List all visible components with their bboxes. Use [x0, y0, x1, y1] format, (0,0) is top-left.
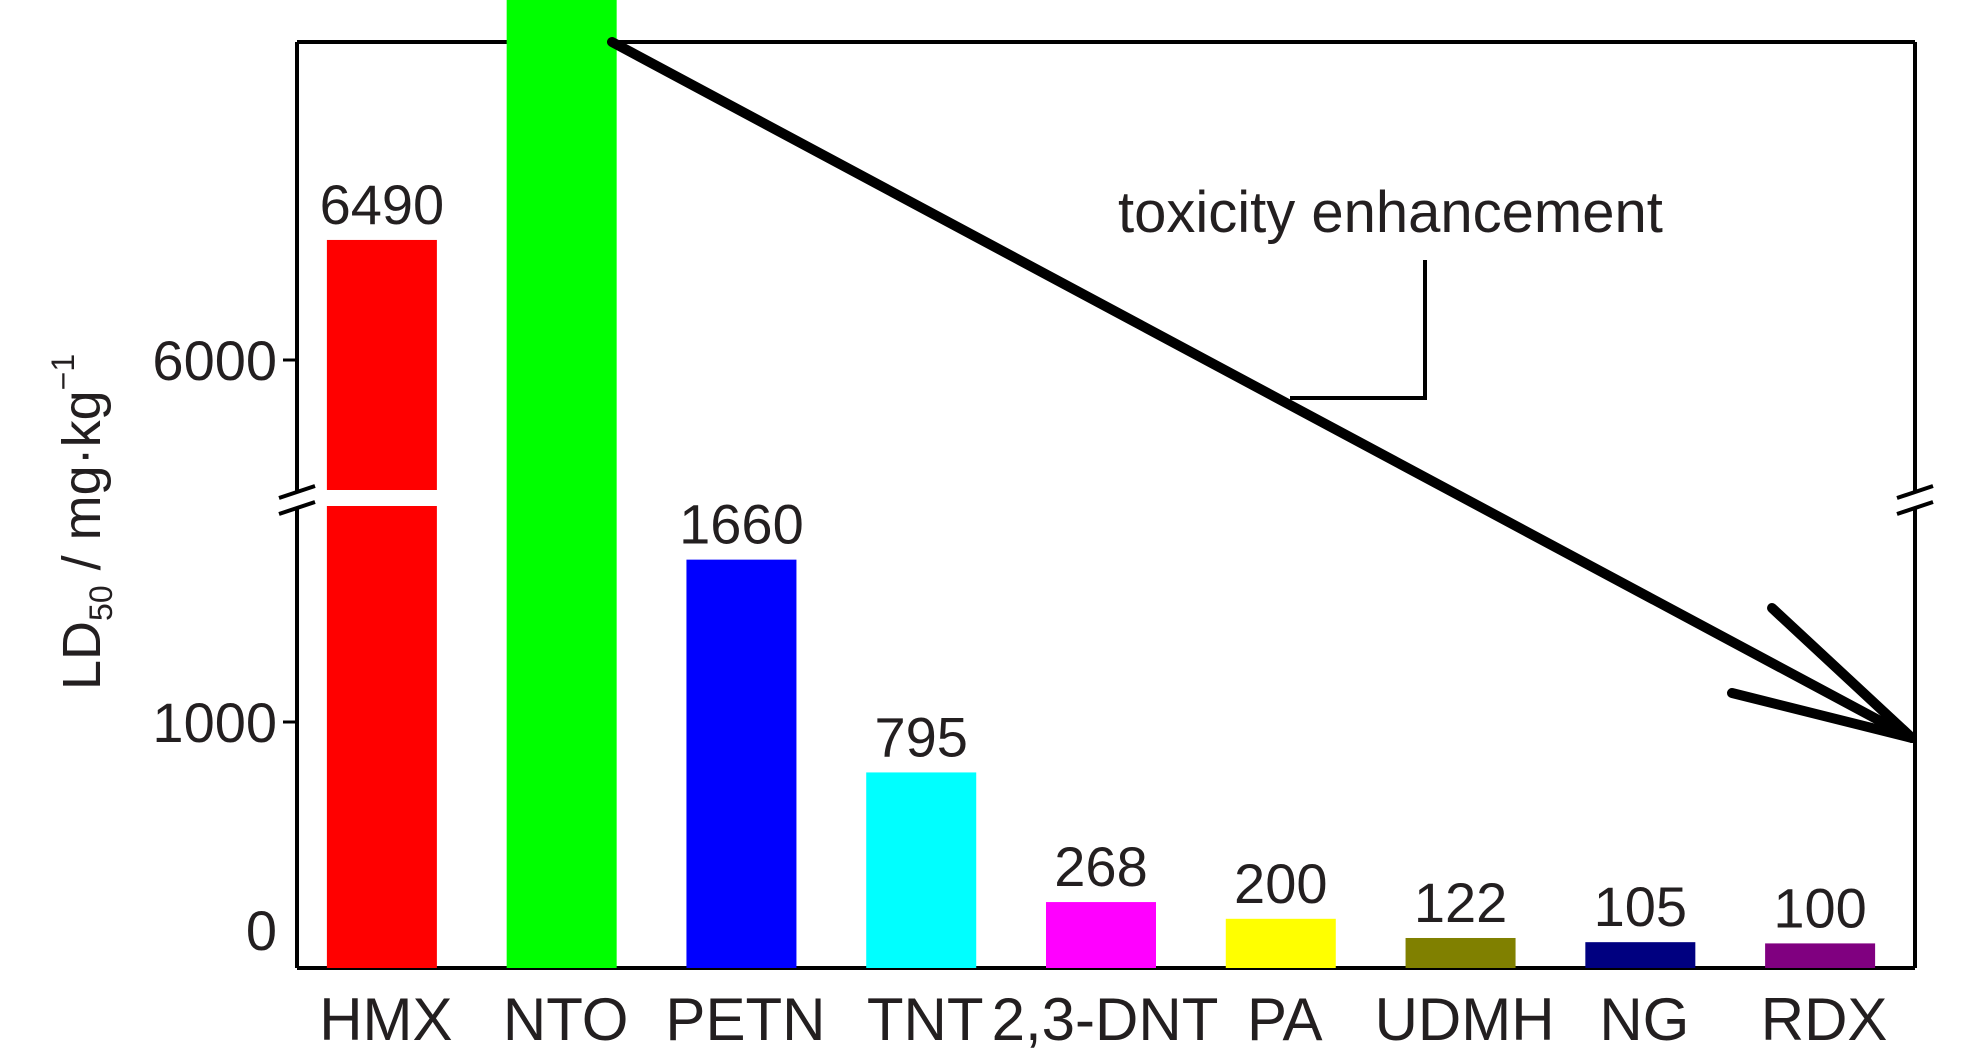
left-axis-break-mark [278, 484, 316, 500]
trend-arrow-line [607, 37, 1917, 743]
category-label: UDMH [1375, 986, 1555, 1053]
annotation-leader-line [1290, 260, 1427, 400]
category-label: 2,3-DNT [992, 986, 1219, 1053]
y-axis-title: LD50 / mg·kg−1 [45, 354, 119, 690]
left-axis-break-mark [278, 500, 316, 516]
bar [1405, 937, 1516, 968]
bar [1225, 918, 1336, 968]
bar [506, 0, 617, 968]
bar [1046, 902, 1156, 968]
category-label: PA [1247, 986, 1323, 1053]
right-axis-break-gap [1909, 492, 1921, 508]
value-label: 1660 [679, 493, 804, 556]
value-label: 100 [1773, 876, 1866, 939]
bar [1585, 942, 1696, 968]
value-label: 268 [1054, 835, 1147, 898]
category-label: TNT [867, 986, 984, 1053]
right-axis-break-mark [1896, 484, 1934, 500]
y-tick-label: 1000 [152, 691, 277, 754]
category-label: RDX [1761, 986, 1888, 1053]
value-label: 795 [875, 705, 968, 768]
bar [1765, 943, 1876, 968]
trend-arrow-head [1767, 603, 1917, 743]
trend-arrow-head [1727, 688, 1917, 743]
left-axis-break-gap [291, 492, 303, 508]
bar [866, 772, 977, 968]
right-axis-break-mark [1896, 500, 1934, 516]
bar [326, 239, 437, 968]
y-tick-label: 6000 [152, 329, 277, 392]
category-label: PETN [665, 986, 825, 1053]
bar-break-gap [324, 490, 439, 506]
category-label: NTO [503, 986, 629, 1053]
category-label: NG [1599, 986, 1689, 1053]
value-label: 200 [1234, 852, 1327, 915]
annotation-text: toxicity enhancement [1118, 180, 1663, 245]
value-label: 122 [1414, 871, 1507, 934]
value-label: 6490 [320, 173, 445, 236]
y-tick-label: 0 [246, 899, 277, 962]
category-label: HMX [319, 986, 452, 1053]
value-label: 105 [1594, 875, 1687, 938]
bar [686, 559, 797, 968]
